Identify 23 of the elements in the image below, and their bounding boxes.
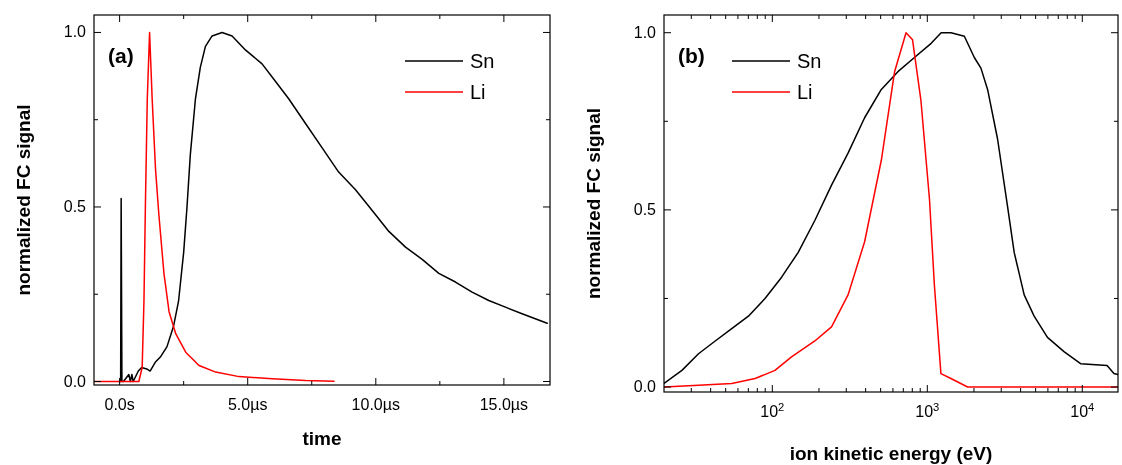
annotation: (b) xyxy=(678,44,705,67)
legend-label: Li xyxy=(470,81,486,103)
legend-label: Li xyxy=(797,81,813,103)
x-tick-label: 0.0s xyxy=(104,396,135,413)
y-tick-label: 0.0 xyxy=(633,378,657,396)
y-tick-label: 1.0 xyxy=(63,23,87,41)
y-tick-label: 0.5 xyxy=(63,197,87,215)
x-tick-label: 10$^{2}$ xyxy=(760,401,785,420)
y-axis-title: normalized FC signal xyxy=(13,104,34,296)
x-tick-label: 5.0µs xyxy=(227,396,268,413)
x-tick-label: 15.0µs xyxy=(479,396,529,413)
y-tick-label: 0.0 xyxy=(63,372,87,390)
x-tick-label: 10$^{3}$ xyxy=(915,401,940,420)
x-tick-label: 10$^{4}$ xyxy=(1070,401,1095,420)
legend-label: Sn xyxy=(797,50,822,72)
y-axis-title: normalized FC signal xyxy=(583,107,604,300)
x-tick-label: 10.0µs xyxy=(351,396,400,413)
legend-label: Sn xyxy=(470,50,495,72)
y-tick-label: 0.5 xyxy=(633,200,657,218)
annotation: (a) xyxy=(108,44,134,67)
x-axis-title: time xyxy=(302,428,342,449)
x-axis-title: ion kinetic energy (eV) xyxy=(789,443,993,464)
y-tick-label: 1.0 xyxy=(633,23,657,41)
